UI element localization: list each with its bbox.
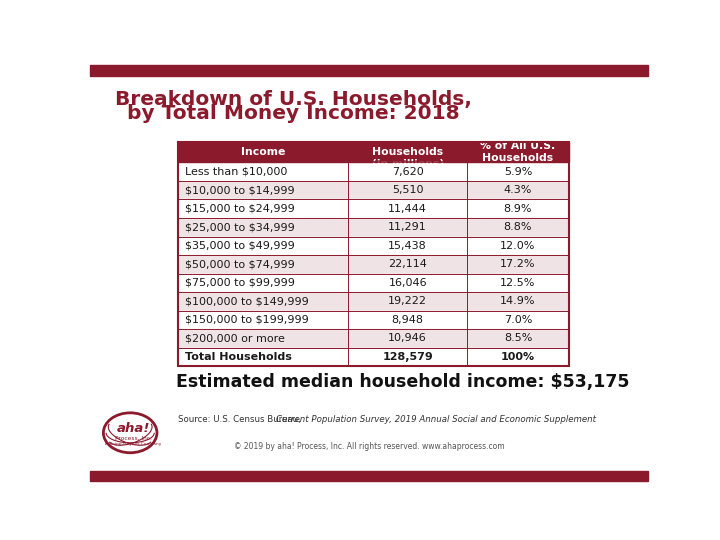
Text: Estimated median household income: \$53,175: Estimated median household income: \$53,… [176,373,630,390]
Text: 5.9%: 5.9% [504,167,532,177]
Text: 11,444: 11,444 [388,204,427,214]
Bar [178,292,569,310]
Text: Total Households: Total Households [185,352,292,362]
Text: Source: U.S. Census Bureau,: Source: U.S. Census Bureau, [178,415,304,423]
Text: 7,620: 7,620 [392,167,423,177]
Text: aha!: aha! [116,422,150,435]
Text: 15,438: 15,438 [388,241,427,251]
Text: 22,114: 22,114 [388,259,427,269]
Text: 12.0%: 12.0% [500,241,536,251]
Text: \$100,000 to \$149,999: \$100,000 to \$149,999 [185,296,309,306]
Text: \$75,000 to \$99,999: \$75,000 to \$99,999 [185,278,294,288]
Text: % of All U.S.
Households: % of All U.S. Households [480,141,556,163]
Text: 8.9%: 8.9% [504,204,532,214]
Text: 8.5%: 8.5% [504,334,532,343]
Text: 17.2%: 17.2% [500,259,536,269]
Bar [90,65,648,77]
Text: 8,948: 8,948 [392,315,423,325]
Text: © 2019 by aha! Process, Inc. All rights reserved. www.ahaprocess.com: © 2019 by aha! Process, Inc. All rights … [234,442,504,451]
Text: \$200,000 or more: \$200,000 or more [185,334,284,343]
Bar [178,255,569,274]
Bar [178,329,569,348]
Bar [178,218,569,237]
Text: \$150,000 to \$199,999: \$150,000 to \$199,999 [185,315,309,325]
Text: 4.3%: 4.3% [504,185,532,195]
Text: 12.5%: 12.5% [500,278,536,288]
Text: Current Population Survey, 2019 Annual Social and Economic Supplement: Current Population Survey, 2019 Annual S… [276,415,596,423]
Bar [178,181,569,199]
Text: 19,222: 19,222 [388,296,427,306]
Text: Process, Inc.: Process, Inc. [114,436,151,441]
Text: \$15,000 to \$24,999: \$15,000 to \$24,999 [185,204,294,214]
Bar [178,274,569,292]
Text: \$10,000 to \$14,999: \$10,000 to \$14,999 [185,185,294,195]
Text: 7.0%: 7.0% [504,315,532,325]
Text: 8.8%: 8.8% [504,222,532,232]
Text: 11,291: 11,291 [388,222,427,232]
Bar [178,163,569,181]
Text: 100%: 100% [501,352,535,362]
Text: Breakdown of U.S. Households,: Breakdown of U.S. Households, [115,90,472,109]
Text: # of U.S.
Households
(in millions): # of U.S. Households (in millions) [372,135,444,169]
Text: 14.9%: 14.9% [500,296,536,306]
Text: A Knipp-Haynes Company: A Knipp-Haynes Company [105,442,161,447]
Text: \$50,000 to \$74,999: \$50,000 to \$74,999 [185,259,294,269]
Bar [178,310,569,329]
Text: \$35,000 to \$49,999: \$35,000 to \$49,999 [185,241,294,251]
Bar [90,471,648,481]
Text: 16,046: 16,046 [388,278,427,288]
Bar [178,199,569,218]
Text: \$25,000 to \$34,999: \$25,000 to \$34,999 [185,222,294,232]
Bar [178,141,569,163]
Text: 5,510: 5,510 [392,185,423,195]
Text: Income: Income [241,147,285,157]
Text: by Total Money Income: 2018: by Total Money Income: 2018 [127,104,460,123]
Bar [178,237,569,255]
Bar [178,348,569,366]
Text: 10,946: 10,946 [388,334,427,343]
Bar [178,141,569,366]
Text: 128,579: 128,579 [382,352,433,362]
Text: Less than \$10,000: Less than \$10,000 [185,167,287,177]
